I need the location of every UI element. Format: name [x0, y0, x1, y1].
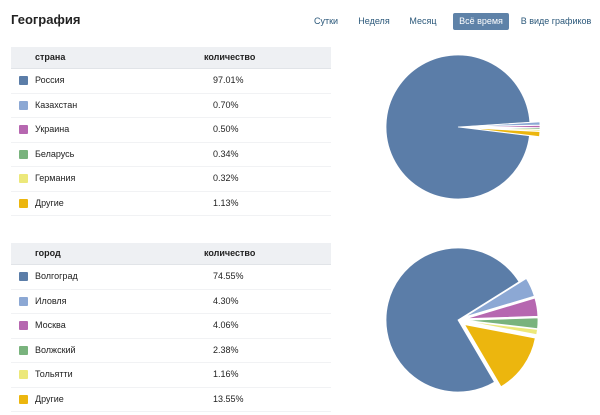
row-value: 4.30% [213, 295, 239, 306]
table-row: Другие 1.13% [11, 192, 331, 216]
column-header-count: количество [204, 52, 256, 62]
tab-week[interactable]: Неделя [358, 16, 390, 26]
legend-swatch [19, 321, 28, 330]
table-header: страна количество [11, 47, 331, 69]
pie-slice-Германия [467, 127, 541, 132]
legend-swatch [19, 125, 28, 134]
pie-slice-Иловля [465, 277, 535, 318]
table-row: Москва 4.06% [11, 314, 331, 339]
row-value: 1.13% [213, 197, 239, 208]
row-name: Казахстан [35, 99, 78, 110]
tab-as-charts[interactable]: В виде графиков [520, 16, 592, 26]
city-table: город количество Волгоград 74.55% Иловля… [11, 243, 331, 412]
table-row: Казахстан 0.70% [11, 94, 331, 118]
table-row: Иловля 4.30% [11, 290, 331, 314]
row-value: 0.70% [213, 99, 239, 110]
pie-slice-Россия [385, 54, 531, 200]
pie-slice-Волжский [465, 317, 539, 330]
row-name: Волгоград [35, 271, 78, 281]
city-pie-chart [385, 247, 539, 393]
period-tabs: Сутки Неделя Месяц Всё время В виде граф… [0, 13, 600, 33]
table-row: Другие 13.55% [11, 388, 331, 412]
tab-day[interactable]: Сутки [313, 16, 339, 26]
row-value: 13.55% [213, 393, 244, 404]
row-value: 4.06% [213, 320, 239, 330]
country-table: страна количество Россия 97.01% Казахста… [11, 47, 331, 216]
tab-all-time[interactable]: Всё время [453, 13, 509, 30]
legend-swatch [19, 198, 28, 208]
legend-swatch [19, 174, 28, 183]
row-name: Другие [35, 393, 64, 404]
legend-swatch [19, 76, 28, 85]
legend-swatch [19, 149, 28, 159]
row-value: 2.38% [213, 344, 239, 355]
row-value: 0.50% [213, 124, 239, 134]
row-name: Тольятти [35, 369, 73, 379]
tab-month[interactable]: Месяц [409, 16, 437, 26]
table-row: Волжский 2.38% [11, 339, 331, 363]
table-row: Украина 0.50% [11, 118, 331, 143]
column-header-city: город [35, 248, 61, 258]
page-title: География [11, 12, 81, 27]
row-name: Беларусь [35, 148, 75, 159]
pie-slice-Тольятти [465, 320, 538, 336]
column-header-country: страна [35, 52, 66, 62]
pie-slice-Москва [465, 297, 539, 320]
pie-slice-Другие [467, 127, 541, 138]
row-name: Волжский [35, 344, 76, 355]
table-row: Россия 97.01% [11, 69, 331, 94]
row-name: Иловля [35, 295, 67, 306]
row-value: 0.32% [213, 173, 239, 183]
row-name: Москва [35, 320, 66, 330]
row-name: Украина [35, 124, 70, 134]
legend-swatch [19, 296, 28, 306]
table-row: Волгоград 74.55% [11, 265, 331, 290]
country-pie-chart [385, 54, 541, 200]
row-name: Другие [35, 197, 64, 208]
row-name: Германия [35, 173, 76, 183]
pie-slice-Волгоград [385, 247, 520, 393]
legend-swatch [19, 370, 28, 379]
table-row: Беларусь 0.34% [11, 143, 331, 167]
table-row: Тольятти 1.16% [11, 363, 331, 388]
legend-swatch [19, 394, 28, 404]
row-value: 74.55% [213, 271, 244, 281]
legend-swatch [19, 100, 28, 110]
row-value: 1.16% [213, 369, 239, 379]
legend-swatch [19, 272, 28, 281]
row-name: Россия [35, 75, 65, 85]
row-value: 97.01% [213, 75, 244, 85]
row-value: 0.34% [213, 148, 239, 159]
table-header: город количество [11, 243, 331, 265]
table-row: Германия 0.32% [11, 167, 331, 192]
column-header-count: количество [204, 248, 256, 258]
legend-swatch [19, 345, 28, 355]
pie-slice-Другие [463, 324, 536, 388]
